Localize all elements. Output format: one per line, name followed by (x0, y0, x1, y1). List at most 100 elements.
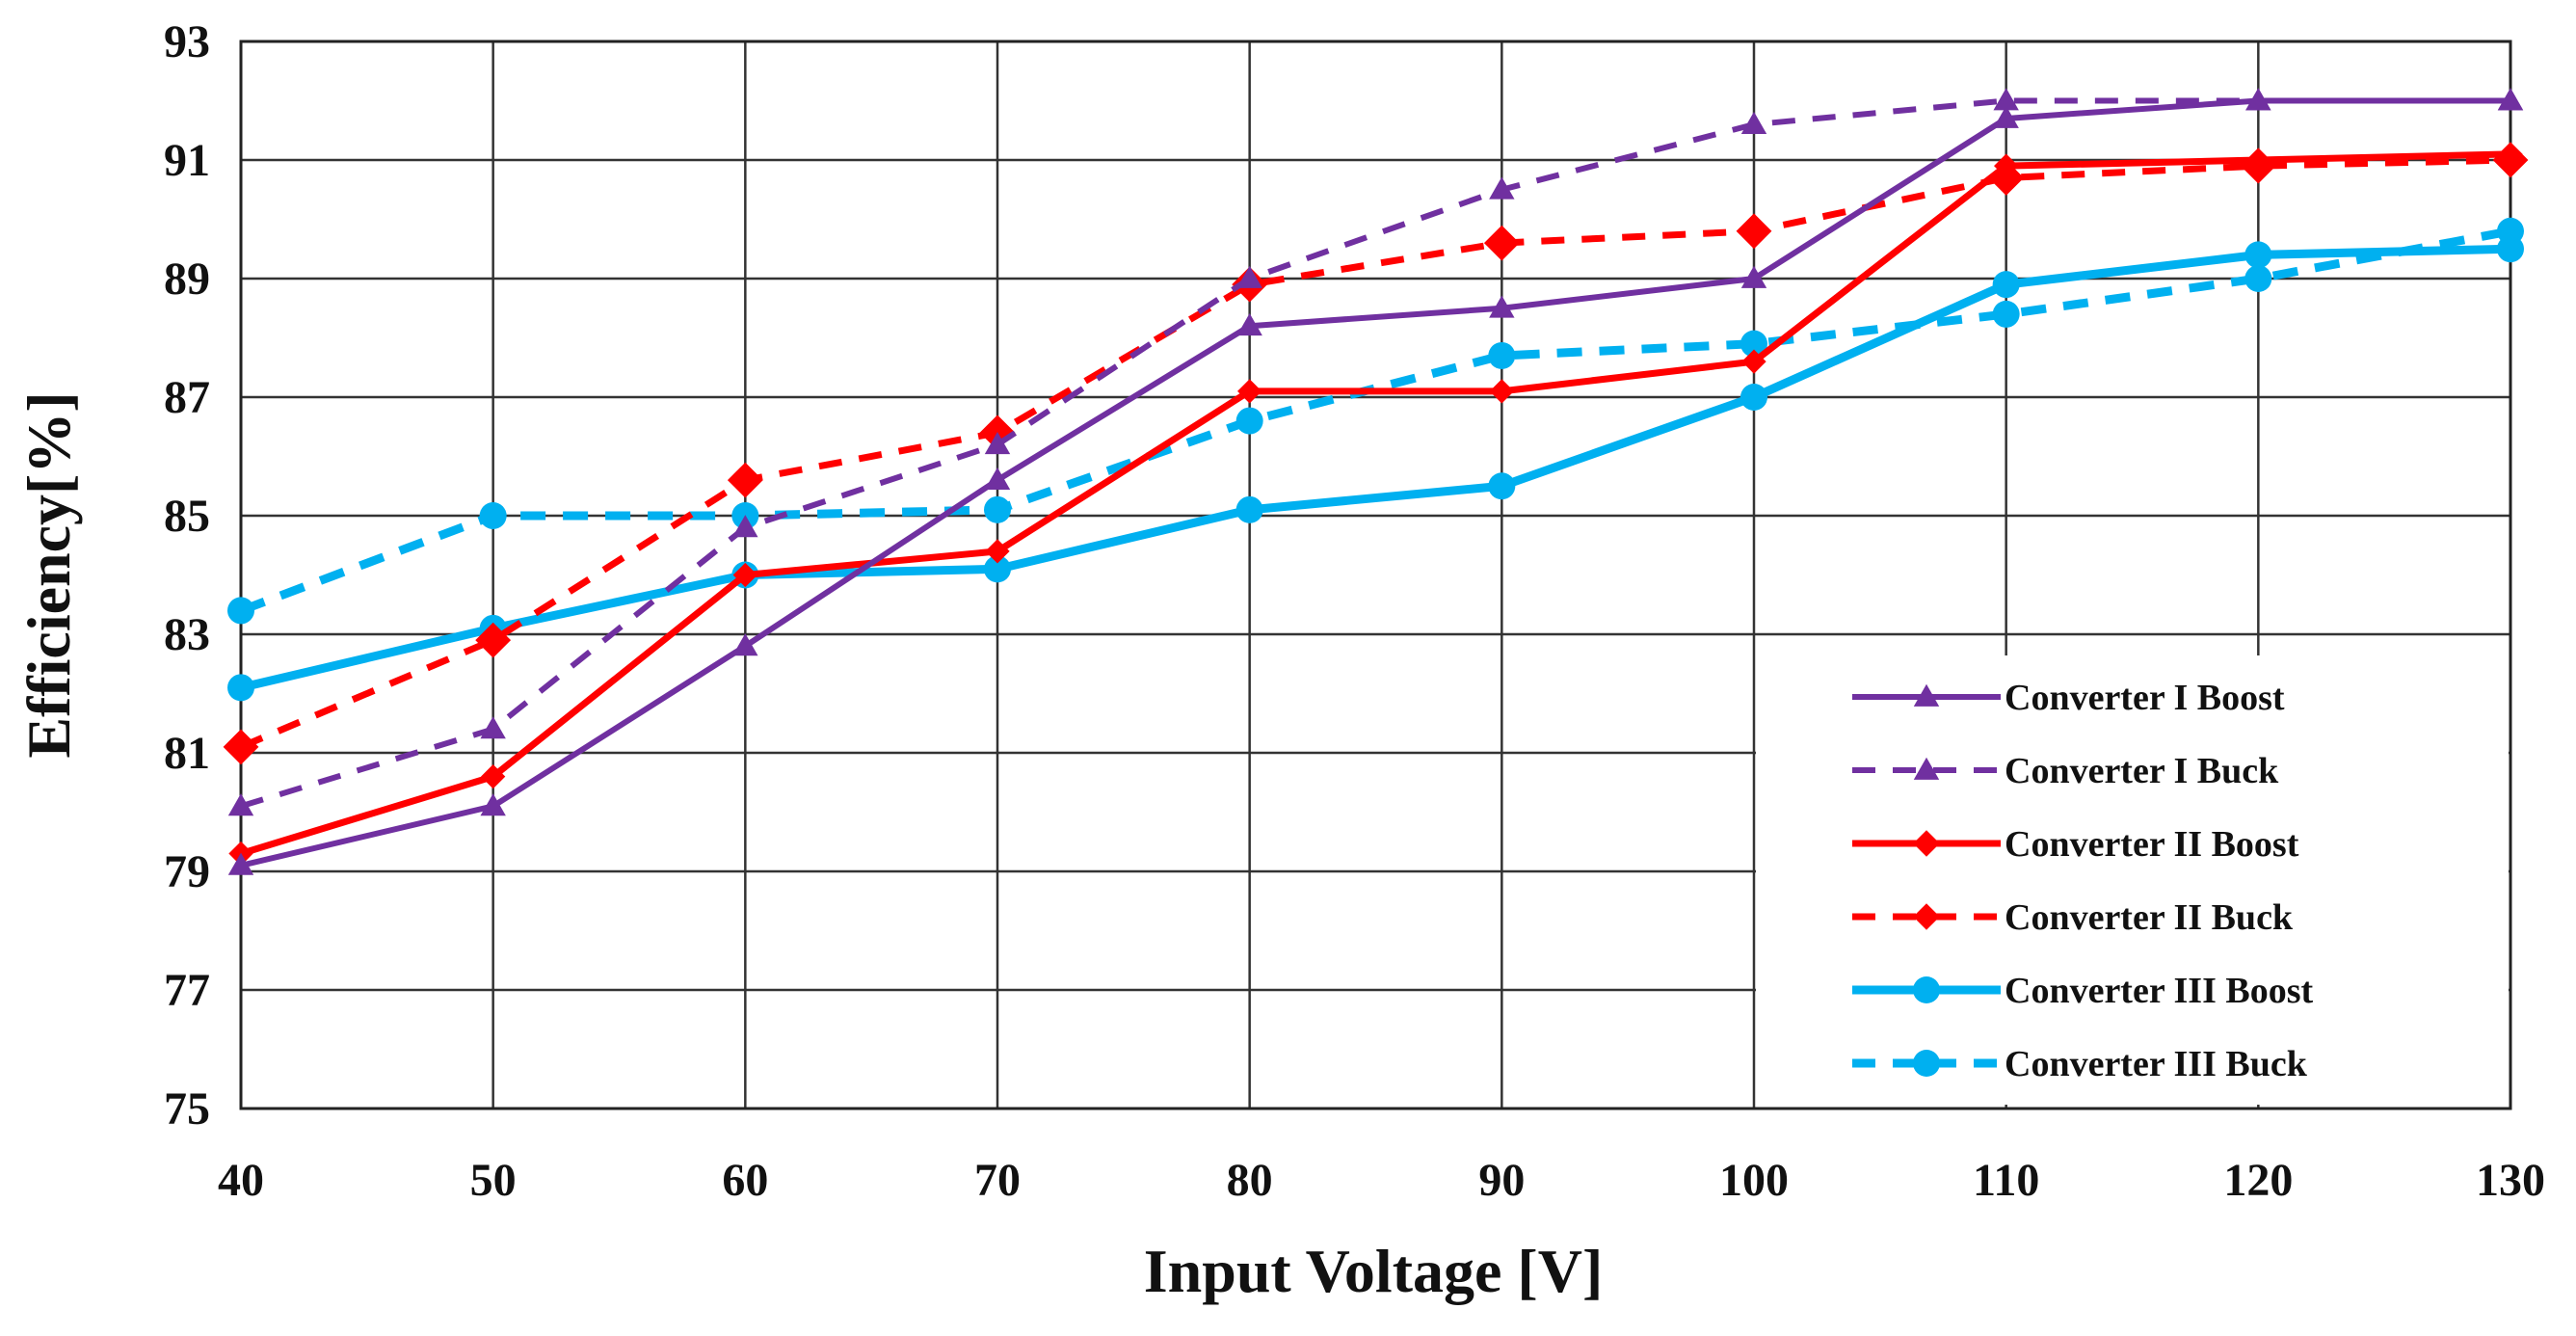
legend-entry: Converter III Boost (1852, 971, 2314, 1011)
x-tick-label: 90 (1478, 1155, 1525, 1206)
y-tick-label: 81 (164, 728, 210, 779)
y-tick-label: 79 (164, 846, 210, 897)
y-tick-label: 93 (164, 16, 210, 67)
legend-entry: Converter III Buck (1852, 1044, 2308, 1084)
legend-entry: Converter I Boost (1852, 678, 2285, 718)
series-line (240, 97, 2510, 868)
x-tick-label: 100 (1719, 1155, 1789, 1206)
data-point (1237, 379, 1262, 404)
y-tick-label: 87 (164, 372, 210, 423)
data-point (1740, 384, 1767, 411)
data-point (1489, 295, 1515, 318)
data-point (227, 674, 254, 702)
y-tick-label: 85 (164, 491, 210, 542)
legend-marker (1913, 903, 1940, 930)
x-tick-label: 110 (1973, 1155, 2039, 1206)
legend-marker (1913, 683, 1940, 707)
legend-label: Converter I Boost (2005, 678, 2285, 718)
data-point (223, 729, 259, 765)
data-point (475, 622, 512, 658)
data-point (1489, 379, 1514, 404)
data-point (984, 555, 1011, 583)
data-point (1740, 265, 1767, 288)
x-tick-label: 70 (974, 1155, 1021, 1206)
legend-label: Converter III Boost (2005, 971, 2314, 1011)
data-point (1236, 313, 1262, 336)
legend-label: Converter III Buck (2005, 1044, 2308, 1084)
legend-marker (1913, 976, 1940, 1003)
data-point (2497, 88, 2524, 111)
data-point (2244, 241, 2272, 269)
y-axis-title: Efficiency[%] (14, 391, 83, 758)
legend-label: Converter II Buck (2005, 897, 2294, 938)
x-tick-label: 60 (722, 1155, 768, 1206)
data-point (480, 793, 506, 816)
y-axis-ticks: 75 77 79 81 83 85 87 89 91 93 (164, 16, 210, 1135)
y-tick-label: 91 (164, 135, 210, 186)
data-point (1483, 225, 1520, 261)
data-point (1489, 176, 1515, 200)
series-converter-iii-boost (227, 235, 2524, 702)
legend: Converter I Boost Converter I Buck Convert… (1756, 655, 2509, 1105)
data-point (984, 495, 1011, 523)
data-point (732, 515, 758, 538)
x-tick-label: 50 (470, 1155, 517, 1206)
data-point (1741, 349, 1766, 374)
data-point (2244, 265, 2272, 292)
series-layer (223, 88, 2529, 875)
data-point (1993, 105, 2019, 128)
data-point (984, 432, 1011, 455)
x-axis-ticks: 40 50 60 70 80 90 100 110 120 130 (218, 1155, 2545, 1206)
data-point (1488, 341, 1516, 369)
data-point (1994, 153, 2019, 178)
series-line (239, 227, 2511, 615)
legend-marker (1913, 1050, 1940, 1077)
series-converter-ii-boost (228, 142, 2523, 867)
legend-label: Converter I Buck (2005, 751, 2279, 791)
data-point (984, 467, 1011, 490)
data-point (2498, 142, 2523, 167)
data-point (1740, 111, 1767, 134)
legend-marker (1913, 757, 1940, 780)
y-tick-label: 89 (164, 254, 210, 305)
y-tick-label: 77 (164, 965, 210, 1016)
data-point (1235, 495, 1263, 523)
series-line (240, 97, 2510, 810)
legend-label: Converter II Boost (2005, 824, 2299, 865)
series-line (239, 150, 2511, 857)
data-point (732, 633, 758, 656)
y-tick-label: 83 (164, 609, 210, 660)
data-point (2245, 147, 2271, 173)
x-tick-label: 130 (2476, 1155, 2545, 1206)
legend-box (1756, 655, 2509, 1105)
legend-entry: Converter II Buck (1852, 897, 2294, 938)
data-point (727, 462, 763, 498)
x-tick-label: 40 (218, 1155, 264, 1206)
data-point (732, 562, 757, 588)
data-point (227, 793, 254, 816)
series-line (239, 156, 2511, 751)
data-point (1740, 330, 1767, 358)
x-tick-label: 80 (1227, 1155, 1273, 1206)
plot-frame (239, 40, 2512, 1110)
data-point (227, 597, 254, 625)
series-converter-i-boost (227, 88, 2524, 875)
legend-marker (1913, 830, 1940, 857)
y-tick-label: 75 (164, 1083, 210, 1135)
legend-entry: Converter I Buck (1852, 751, 2279, 791)
data-point (479, 502, 507, 529)
data-point (2245, 88, 2271, 111)
data-point (1488, 472, 1516, 500)
data-point (985, 539, 1010, 564)
data-point (1235, 407, 1263, 435)
data-point (227, 852, 254, 875)
x-axis-title: Input Voltage [V] (1144, 1237, 1604, 1305)
series-line (239, 244, 2511, 692)
data-point (481, 763, 506, 789)
data-point (1992, 300, 2020, 328)
data-point (1992, 271, 2020, 299)
data-point (1993, 88, 2019, 111)
series-converter-iii-buck (227, 217, 2524, 625)
data-point (1236, 265, 1262, 288)
